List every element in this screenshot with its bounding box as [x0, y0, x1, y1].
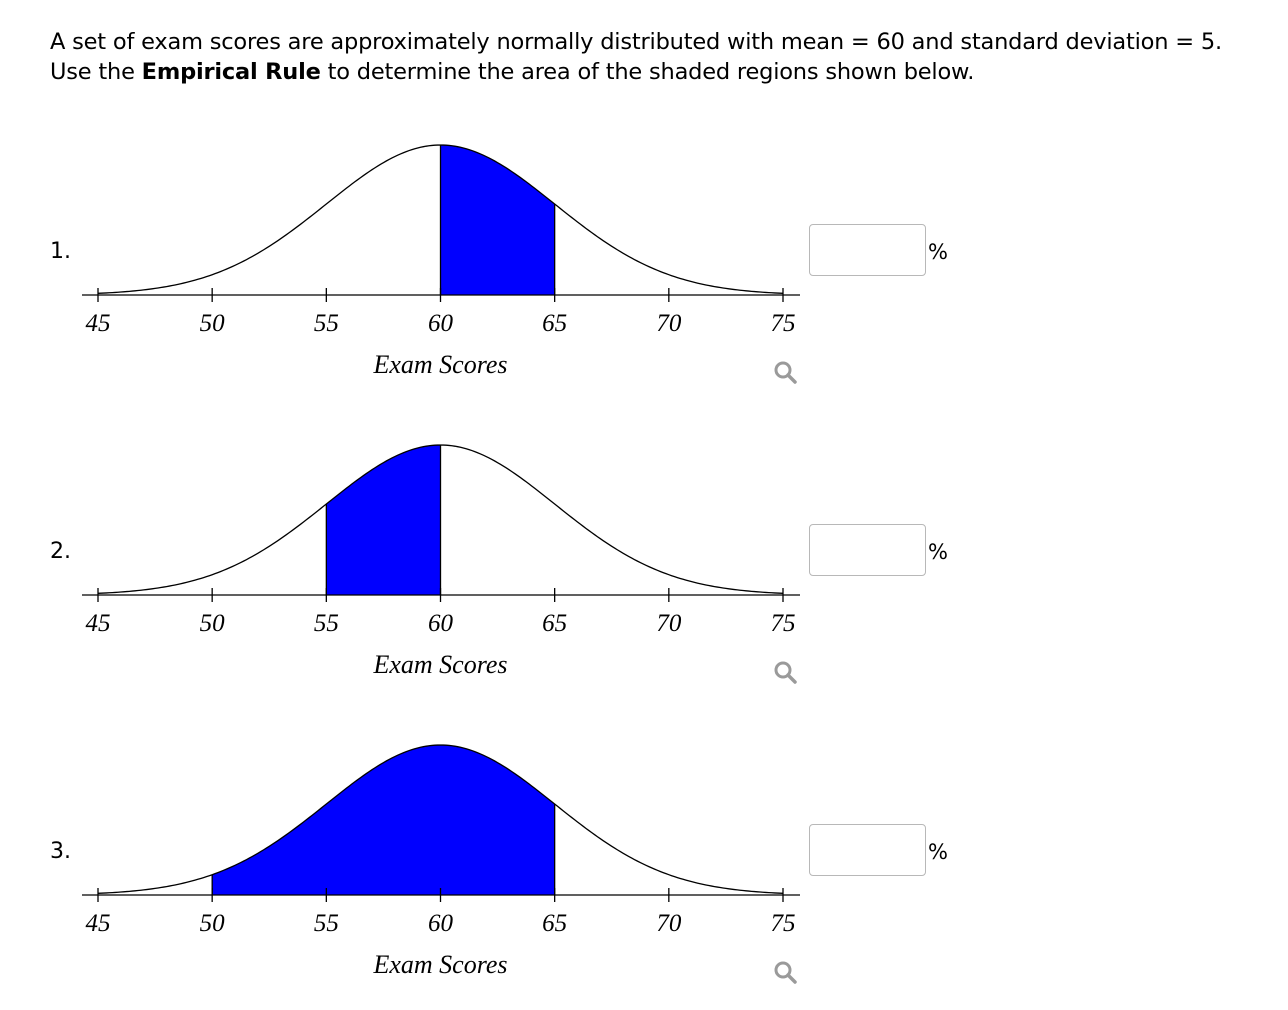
x-tick-label: 75 — [771, 610, 796, 637]
x-tick-label: 55 — [314, 310, 339, 337]
magnifier-icon — [774, 961, 792, 979]
zoom-button[interactable] — [770, 657, 802, 689]
question-line-1: A set of exam scores are approximately n… — [50, 29, 1222, 55]
question-line-2-suffix: to determine the area of the shaded regi… — [320, 59, 975, 85]
x-tick-label: 50 — [200, 610, 226, 637]
x-tick-label: 75 — [771, 310, 796, 337]
question-line-2: Use the Empirical Rule to determine the … — [50, 57, 1280, 87]
x-tick-label: 65 — [542, 910, 567, 937]
x-tick-label: 50 — [200, 310, 226, 337]
magnifier-handle — [786, 973, 797, 984]
normal-curve-chart: 45 50 55 60 65 70 75 Exam Scores — [82, 744, 802, 989]
percent-sign: % — [928, 540, 948, 564]
x-tick-label: 70 — [656, 610, 682, 637]
x-tick-label: 70 — [656, 310, 682, 337]
x-tick-label: 75 — [771, 910, 796, 937]
x-tick-label: 55 — [314, 910, 339, 937]
answer-input[interactable] — [809, 524, 926, 576]
zoom-button[interactable] — [770, 357, 802, 389]
answer-input[interactable] — [809, 224, 926, 276]
x-axis-title: Exam Scores — [372, 350, 507, 379]
x-ticks: 45 50 55 60 65 70 75 — [86, 288, 796, 337]
normal-curve-chart: 45 50 55 60 65 70 75 Exam Scores — [82, 444, 802, 689]
x-tick-label: 65 — [542, 610, 567, 637]
shaded-region — [440, 145, 555, 295]
problem-number: 3. — [50, 839, 71, 864]
x-tick-label: 60 — [428, 310, 454, 337]
magnifier-icon — [774, 661, 792, 679]
x-tick-label: 45 — [86, 910, 111, 937]
shaded-region — [326, 445, 441, 595]
x-axis-title: Exam Scores — [372, 650, 507, 679]
magnifier-icon — [774, 361, 792, 379]
magnifier-handle — [786, 373, 797, 384]
zoom-button[interactable] — [770, 957, 802, 989]
x-tick-label: 55 — [314, 610, 339, 637]
x-tick-label: 45 — [86, 610, 111, 637]
problem-1: 1. 45 50 55 60 65 70 75 Exam Scores % — [0, 100, 1288, 400]
normal-curve-chart: 45 50 55 60 65 70 75 Exam Scores — [82, 144, 802, 389]
problem-3: 3. 45 50 55 60 65 70 75 Exam Scores % — [0, 700, 1288, 1000]
problem-2: 2. 45 50 55 60 65 70 75 Exam Scores % — [0, 400, 1288, 700]
x-tick-label: 50 — [200, 910, 226, 937]
problem-number: 2. — [50, 539, 71, 564]
x-tick-label: 70 — [656, 910, 682, 937]
x-tick-label: 60 — [428, 610, 454, 637]
answer-input[interactable] — [809, 824, 926, 876]
question-line-2-prefix: Use the — [50, 59, 142, 85]
question-text: A set of exam scores are approximately n… — [50, 27, 1280, 87]
percent-sign: % — [928, 840, 948, 864]
x-tick-label: 65 — [542, 310, 567, 337]
x-ticks: 45 50 55 60 65 70 75 — [86, 888, 796, 937]
shaded-region — [212, 745, 555, 895]
x-ticks: 45 50 55 60 65 70 75 — [86, 588, 796, 637]
x-tick-label: 45 — [86, 310, 111, 337]
percent-sign: % — [928, 240, 948, 264]
x-axis-title: Exam Scores — [372, 950, 507, 979]
problem-number: 1. — [50, 239, 71, 264]
x-tick-label: 60 — [428, 910, 454, 937]
magnifier-handle — [786, 673, 797, 684]
empirical-rule-term: Empirical Rule — [141, 59, 321, 85]
